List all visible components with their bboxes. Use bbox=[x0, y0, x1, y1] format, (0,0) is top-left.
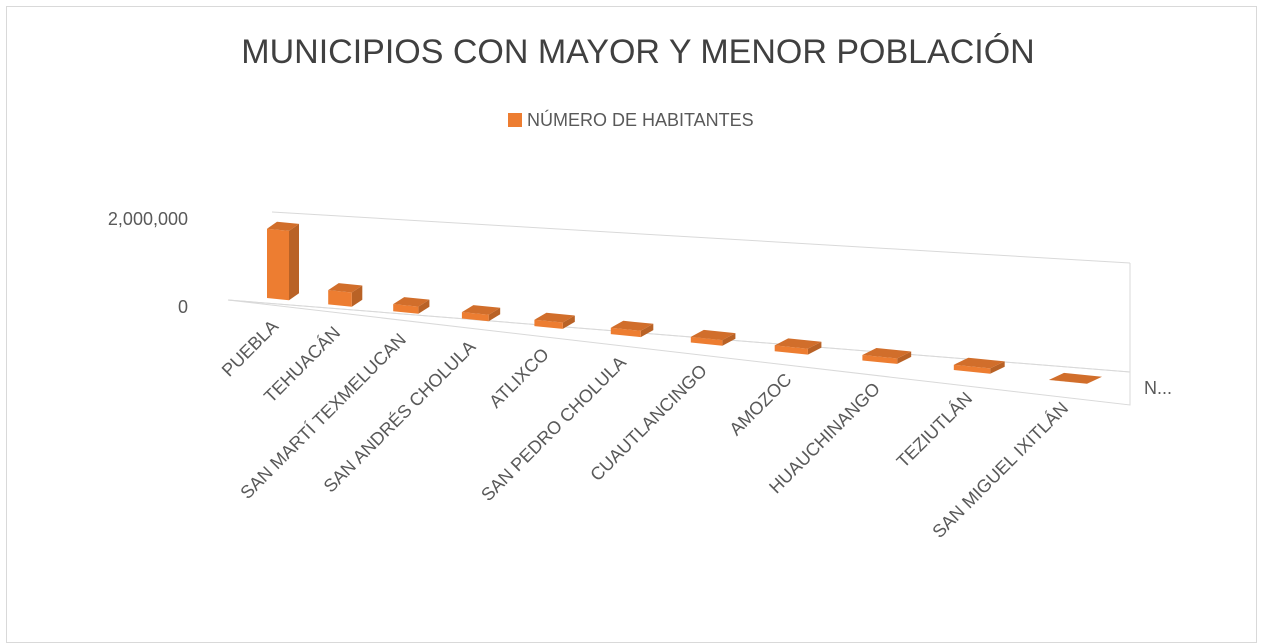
floor-front bbox=[227, 299, 1131, 406]
bar bbox=[610, 327, 641, 338]
bar bbox=[953, 364, 991, 374]
bar bbox=[461, 312, 489, 322]
bar-top bbox=[953, 357, 1005, 369]
bar-side bbox=[807, 341, 822, 355]
bar-side bbox=[351, 285, 363, 307]
legend-swatch bbox=[508, 113, 522, 127]
bar-top bbox=[774, 338, 822, 349]
bar bbox=[690, 336, 723, 346]
bar-top bbox=[461, 305, 501, 315]
bar bbox=[774, 345, 808, 355]
depth-axis-label: N... bbox=[1144, 378, 1172, 398]
bar-side bbox=[562, 315, 575, 329]
bar-side bbox=[640, 323, 654, 338]
bar-top bbox=[328, 283, 363, 293]
bar bbox=[393, 304, 419, 314]
bar-top bbox=[534, 312, 575, 323]
bar bbox=[862, 355, 898, 364]
bar bbox=[1049, 379, 1087, 384]
bar-top bbox=[1049, 372, 1102, 384]
y-tick-label: 2,000,000 bbox=[108, 209, 188, 229]
bar-top bbox=[862, 348, 912, 359]
chart-title: MUNICIPIOS CON MAYOR Y MENOR POBLACIÓN bbox=[241, 33, 1034, 71]
bar-side bbox=[897, 351, 912, 364]
bar-side bbox=[488, 307, 501, 322]
y-tick-label: 0 bbox=[178, 297, 188, 317]
bar-side bbox=[289, 223, 299, 301]
bar-side bbox=[1087, 376, 1102, 384]
bar-top bbox=[610, 320, 654, 331]
bar-side bbox=[722, 333, 736, 346]
legend-label: NÚMERO DE HABITANTES bbox=[527, 109, 754, 130]
bar-side bbox=[418, 299, 430, 314]
grid-line bbox=[271, 211, 1131, 264]
bar bbox=[534, 319, 563, 329]
bar-side bbox=[990, 361, 1005, 374]
bar-top bbox=[267, 221, 299, 231]
bar-top bbox=[393, 297, 430, 307]
bar bbox=[267, 228, 289, 301]
bar-top bbox=[690, 329, 736, 341]
bar bbox=[328, 290, 352, 307]
